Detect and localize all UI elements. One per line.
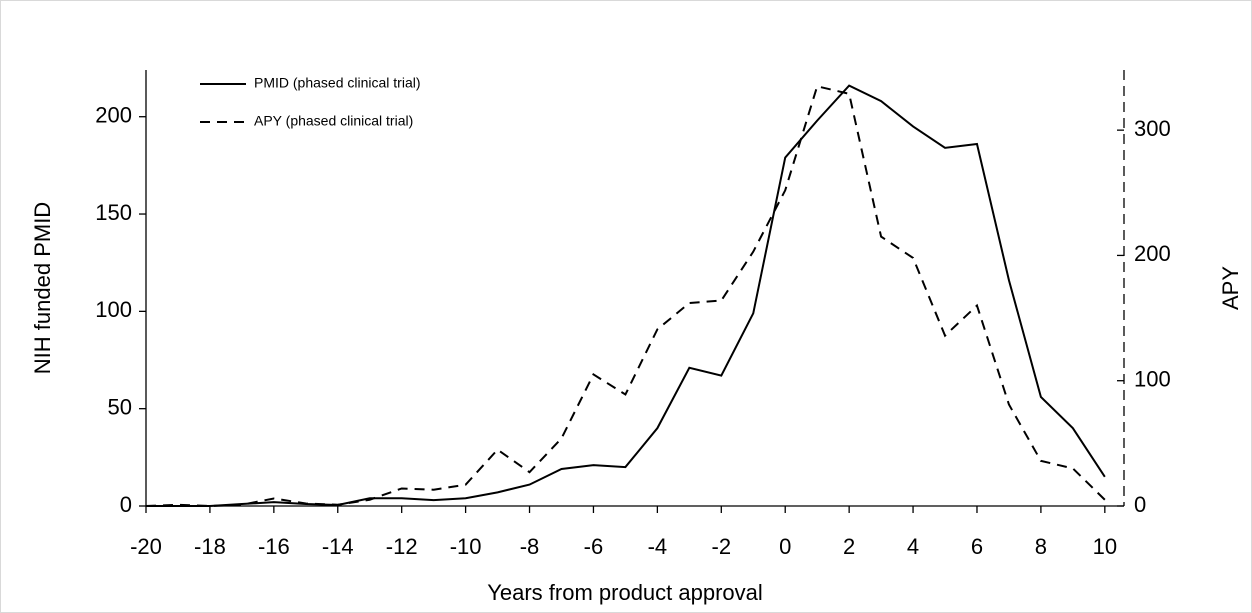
x-axis-title: Years from product approval (487, 580, 763, 605)
x-tick-label: 8 (1035, 534, 1047, 559)
y2-tick-label: 300 (1134, 116, 1171, 141)
x-tick-label: -20 (130, 534, 162, 559)
y-tick-label: 150 (95, 200, 132, 225)
x-tick-label: -18 (194, 534, 226, 559)
y2-axis-title: APY (1218, 266, 1243, 310)
x-tick-label: -4 (648, 534, 668, 559)
x-tick-label: 10 (1093, 534, 1117, 559)
y2-tick-label: 200 (1134, 241, 1171, 266)
legend-label: PMID (phased clinical trial) (254, 75, 421, 91)
x-tick-label: 4 (907, 534, 919, 559)
x-tick-label: -14 (322, 534, 354, 559)
legend: PMID (phased clinical trial) APY (phased … (200, 75, 421, 129)
x-tick-label: -16 (258, 534, 290, 559)
x-tick-label: 6 (971, 534, 983, 559)
legend-label: APY (phased clinical trial) (254, 113, 413, 129)
y2-tick-label: 0 (1134, 492, 1146, 517)
x-tick-label: 2 (843, 534, 855, 559)
x-tick-label: -12 (386, 534, 418, 559)
y-tick-label: 100 (95, 297, 132, 322)
x-tick-label: -8 (520, 534, 540, 559)
x-tick-label: 0 (779, 534, 791, 559)
x-tick-label: -2 (712, 534, 732, 559)
y-tick-label: 200 (95, 103, 132, 128)
y-tick-label: 50 (108, 394, 132, 419)
y-axis-title: NIH funded PMID (30, 202, 55, 374)
y-tick-label: 0 (120, 492, 132, 517)
x-tick-label: -6 (584, 534, 604, 559)
y2-tick-label: 100 (1134, 367, 1171, 392)
x-tick-label: -10 (450, 534, 482, 559)
series-line (145, 85, 1106, 508)
